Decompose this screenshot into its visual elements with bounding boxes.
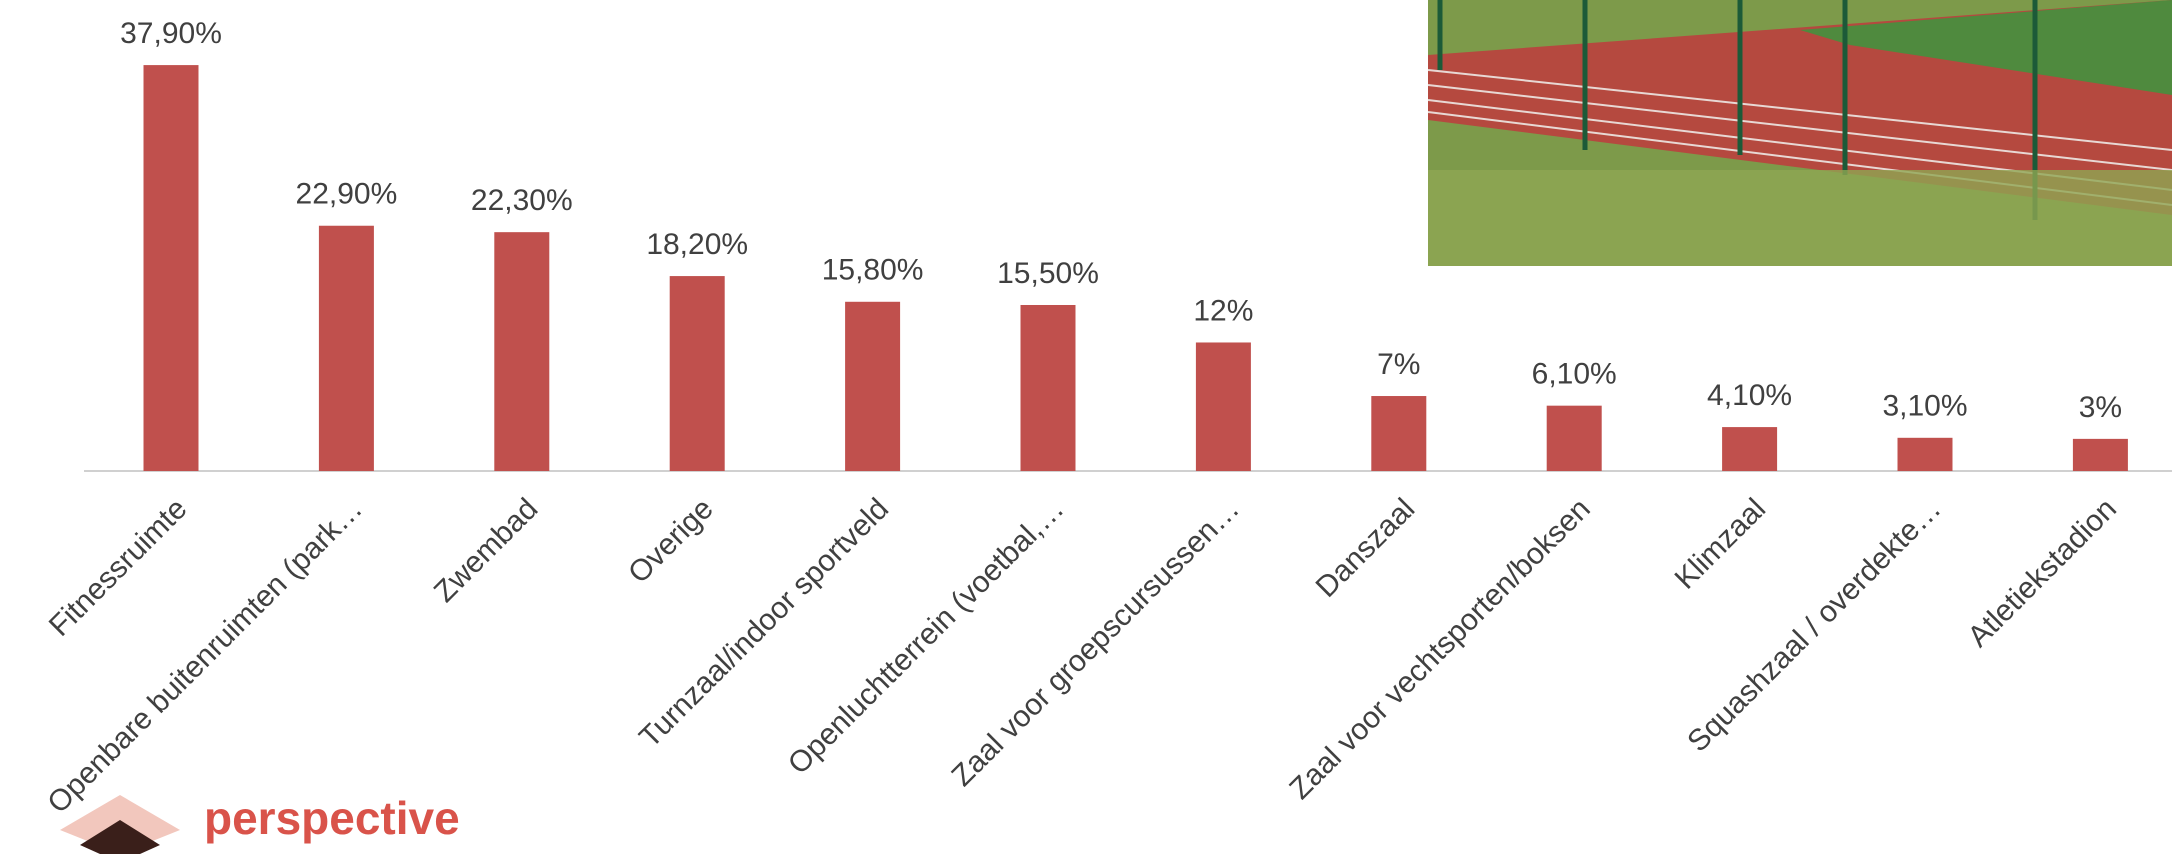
bar <box>1722 427 1778 471</box>
bar <box>1195 342 1251 471</box>
value-label: 7% <box>1377 348 1420 381</box>
category-label: Openbare buitenruimten (park… <box>41 492 369 820</box>
bar <box>845 301 901 471</box>
value-label: 22,90% <box>296 178 398 211</box>
bar <box>669 276 725 471</box>
value-label: 3,10% <box>1882 390 1967 423</box>
photo-foreground <box>1428 170 2172 266</box>
value-label: 37,90% <box>120 17 222 50</box>
bar <box>143 65 199 471</box>
bar <box>1371 396 1427 471</box>
category-label: Danszaal <box>1310 492 1422 604</box>
category-label: Overige <box>622 492 720 590</box>
category-label: Zaal voor groepscursussen… <box>946 492 1246 792</box>
category-label: Zaal voor vechtsporten/boksen <box>1283 492 1596 805</box>
category-label: Atletiekstadion <box>1962 492 2123 653</box>
value-label: 22,30% <box>471 184 573 217</box>
category-label: Klimzaal <box>1669 492 1773 596</box>
photo-lane-lines <box>1427 69 2172 206</box>
category-label: Zwembad <box>428 492 544 608</box>
category-label: Openluchtterrein (voetbal,… <box>782 492 1071 781</box>
bar <box>2072 438 2128 471</box>
value-label: 4,10% <box>1707 379 1792 412</box>
logo-text: perspective <box>204 792 460 844</box>
value-label: 12% <box>1193 294 1253 327</box>
value-label: 6,10% <box>1532 358 1617 391</box>
photo <box>1427 0 2172 266</box>
logo: perspective <box>60 792 460 854</box>
logo-mark-dark <box>80 820 160 854</box>
category-label: Fitnessruimte <box>43 492 194 643</box>
bar <box>1546 405 1602 471</box>
bar <box>1020 304 1076 471</box>
photo-fence <box>1437 0 2038 220</box>
value-label: 18,20% <box>646 228 748 261</box>
value-label: 15,50% <box>997 257 1099 290</box>
value-label: 15,80% <box>822 254 924 287</box>
bar <box>318 225 374 471</box>
bar <box>1897 437 1953 471</box>
photo-field <box>1800 0 2172 95</box>
value-label: 3% <box>2079 391 2122 424</box>
bar <box>494 232 550 471</box>
